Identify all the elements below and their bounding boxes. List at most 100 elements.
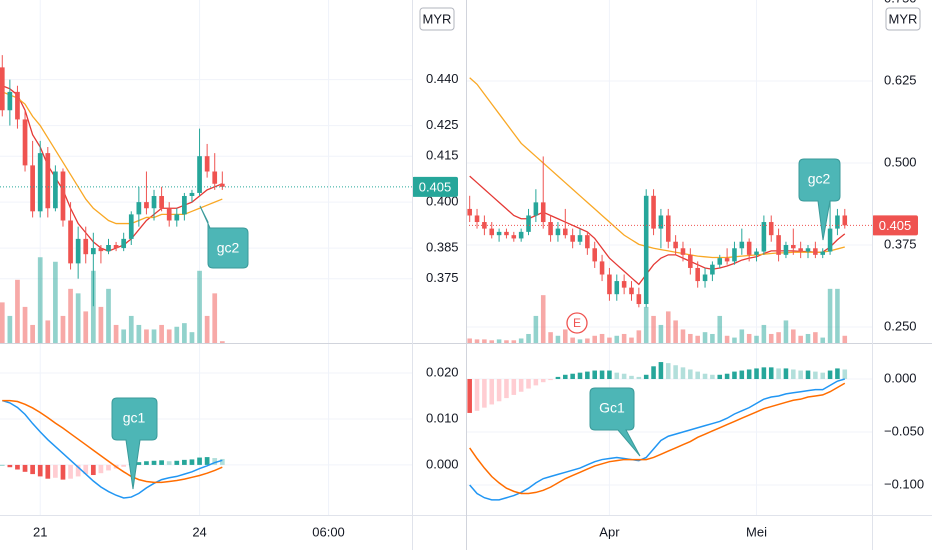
- macd-histogram-bar: [776, 368, 781, 380]
- macd-histogram-bar: [121, 464, 127, 467]
- volume-bar: [467, 338, 472, 343]
- candle-body: [629, 287, 634, 295]
- volume-bar: [518, 338, 524, 343]
- macd-histogram-bar: [643, 374, 649, 380]
- candle-body: [577, 235, 583, 242]
- annotation-text: gc2: [808, 171, 831, 187]
- candle-body: [159, 196, 164, 209]
- macd-histogram-bar: [37, 464, 43, 477]
- macd-histogram-bar: [467, 379, 472, 413]
- candle-body: [128, 214, 134, 239]
- volume-bar: [30, 324, 35, 343]
- candle-body: [570, 235, 575, 242]
- y-tick-label: 0.020: [426, 364, 459, 379]
- volume-bar: [643, 306, 649, 343]
- macd-histogram-bar: [482, 379, 487, 408]
- macd-histogram-bar: [83, 464, 89, 475]
- x-tick-label: 24: [192, 524, 206, 539]
- macd-histogram-bar: [607, 370, 612, 380]
- volume-bar: [113, 324, 119, 343]
- macd-histogram-bar: [540, 379, 546, 383]
- candle-body: [768, 222, 774, 236]
- macd-histogram-bar: [673, 365, 678, 380]
- volume-bar: [717, 315, 723, 343]
- volume-bar: [673, 320, 678, 343]
- macd-histogram-bar: [555, 376, 561, 380]
- candle-body: [496, 231, 502, 236]
- volume-bar: [776, 332, 781, 343]
- macd-histogram-bar: [204, 457, 210, 465]
- moving-average: [469, 175, 846, 286]
- candle-body: [83, 238, 89, 255]
- currency-box: [885, 7, 921, 31]
- candle-body: [835, 215, 840, 229]
- candle-body: [37, 153, 43, 212]
- volume-bar: [548, 332, 553, 343]
- volume-bar: [22, 306, 28, 343]
- macd-histogram-bar: [212, 458, 218, 465]
- annotation: gc2: [798, 158, 841, 241]
- volume-bar: [511, 340, 517, 343]
- volume-bar: [754, 335, 759, 343]
- candle-body: [548, 222, 553, 236]
- candle-body: [746, 241, 752, 255]
- x-tick-label: 21: [33, 524, 47, 539]
- macd-histogram-bar: [533, 379, 539, 386]
- candle-body: [511, 235, 517, 239]
- volume-bar: [37, 257, 43, 343]
- chart-layer: 21 24 06:00 0.440 0.425 0.415 0.400 0.385 0.375 0…: [0, 0, 924, 539]
- volume-bar: [166, 329, 172, 343]
- candle-body: [98, 248, 104, 252]
- candle-body: [212, 171, 218, 184]
- currency-label: MYR: [423, 11, 452, 26]
- macd-histogram-bar: [651, 366, 656, 380]
- macd-histogram-bar: [504, 379, 509, 399]
- x-tick-label: 06:00: [312, 524, 345, 539]
- candle-body: [658, 215, 664, 229]
- candle-body: [739, 241, 745, 249]
- volume-bar: [688, 333, 693, 343]
- candle-body: [680, 248, 686, 255]
- event-text: E: [573, 316, 581, 330]
- macd-histogram-bar: [761, 367, 767, 380]
- macd-histogram-bar: [60, 464, 66, 480]
- volume-bar: [577, 339, 583, 343]
- annotation: gc1: [111, 397, 158, 490]
- macd-histogram-bar: [688, 369, 693, 380]
- volume-bar: [121, 329, 127, 343]
- y-tick-label: 0.440: [426, 71, 459, 86]
- macd-histogram-bar: [820, 372, 826, 380]
- candle-body: [174, 214, 180, 221]
- macd-histogram-bar: [15, 464, 20, 470]
- candle-body: [45, 153, 51, 209]
- last-price-label: 0.405: [879, 218, 912, 233]
- volume-bar: [151, 329, 157, 343]
- volume-bar: [0, 302, 5, 343]
- volume-bar: [174, 326, 180, 343]
- volume-bar: [189, 332, 195, 343]
- macd-histogram-bar: [717, 374, 723, 380]
- macd-histogram-bar: [599, 370, 605, 380]
- annotation-text: Gc1: [599, 400, 625, 416]
- volume-bar: [592, 335, 597, 343]
- macd-histogram-bar: [835, 368, 840, 380]
- candle-body: [776, 235, 781, 255]
- last-price-box: [412, 176, 458, 197]
- volume-bar: [526, 333, 531, 343]
- candle-body: [621, 281, 627, 288]
- candle-body: [592, 248, 597, 262]
- volume-bar: [482, 339, 487, 343]
- candle-body: [643, 195, 649, 305]
- macd-histogram-bar: [159, 460, 164, 465]
- annotation: Gc1: [589, 387, 641, 457]
- macd-histogram-bar: [702, 373, 708, 380]
- macd-histogram-bar: [680, 367, 686, 380]
- volume-bar: [15, 279, 20, 343]
- volume-bar: [555, 335, 561, 343]
- candle-body: [665, 215, 671, 242]
- volume-bar: [746, 333, 752, 343]
- candle-body: [724, 258, 730, 262]
- volume-bar: [496, 339, 502, 343]
- volume-bar: [651, 315, 656, 343]
- macd-histogram-bar: [636, 376, 642, 380]
